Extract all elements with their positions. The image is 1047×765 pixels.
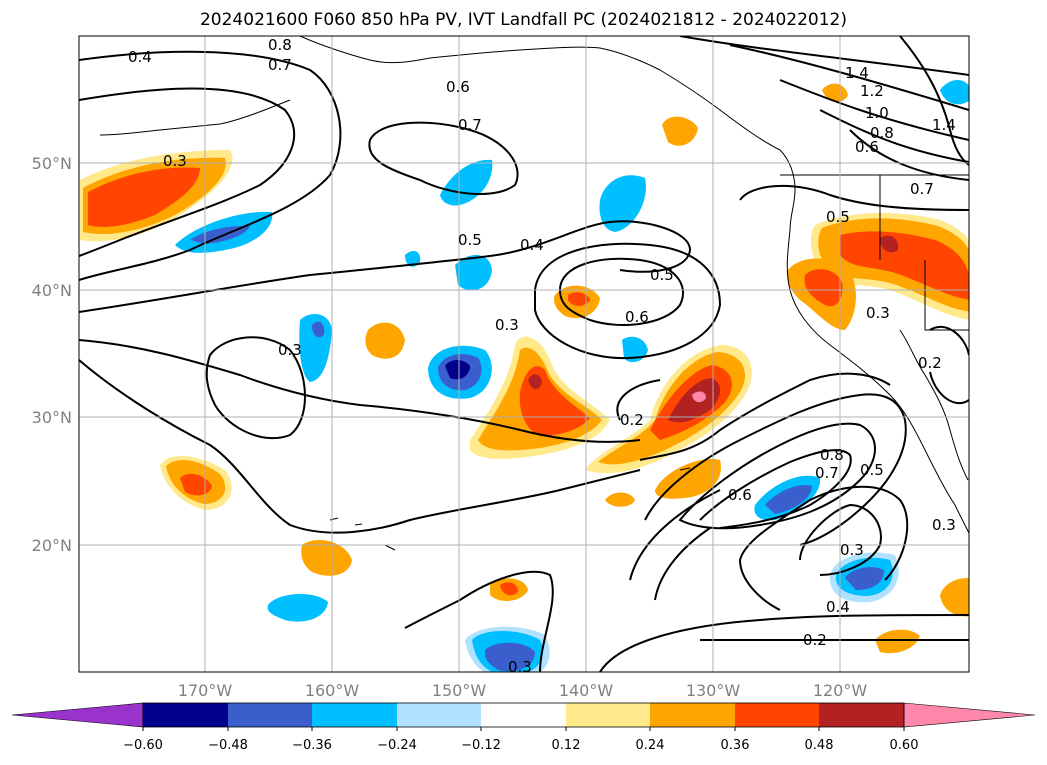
- lon-label-130w: 130°W: [686, 681, 741, 700]
- contour-label: 0.5: [458, 231, 482, 249]
- colorbar-tick: 0.60: [890, 738, 919, 753]
- ivt-contours: [79, 36, 969, 672]
- contour-label: 0.8: [820, 446, 844, 464]
- contour-labels: 0.4 0.8 0.7 0.6 0.7 0.3 0.5 0.4 0.5 0.6 …: [128, 36, 956, 676]
- colorbar-tick: −0.24: [377, 738, 417, 753]
- lat-label-20n: 20°N: [32, 536, 72, 555]
- map-border: [78, 35, 970, 673]
- longitude-labels: 170°W 160°W 150°W 140°W 130°W 120°W: [178, 681, 868, 700]
- coastlines: [99, 36, 969, 551]
- contour-label: 0.6: [855, 138, 879, 156]
- map-title: 2024021600 F060 850 hPa PV, IVT Landfall…: [199, 10, 847, 30]
- colorbar: −0.60 −0.48 −0.36 −0.24 −0.12 0.12 0.24 …: [11, 702, 1036, 753]
- contour-label: 1.0: [865, 104, 889, 122]
- grid-lines: [79, 36, 969, 672]
- contour-label: 0.5: [826, 208, 850, 226]
- lon-label-140w: 140°W: [559, 681, 614, 700]
- lat-label-50n: 50°N: [32, 154, 72, 173]
- colorbar-tick: −0.60: [123, 738, 163, 753]
- colorbar-bin: [481, 703, 566, 727]
- contour-label: 0.7: [268, 56, 292, 74]
- contour-label: 0.3: [508, 658, 532, 676]
- lon-label-120w: 120°W: [813, 681, 868, 700]
- contour-label: 0.2: [620, 411, 644, 429]
- contour-label: 0.2: [918, 354, 942, 372]
- contour-label: 0.3: [866, 304, 890, 322]
- colorbar-bin: [735, 703, 819, 727]
- colorbar-tick: 0.24: [636, 738, 665, 753]
- colorbar-bin: [650, 703, 735, 727]
- lon-label-160w: 160°W: [305, 681, 360, 700]
- contour-label: 0.4: [826, 598, 850, 616]
- contour-label: 0.5: [650, 266, 674, 284]
- colorbar-extend-low: [11, 702, 144, 728]
- contour-label: 0.6: [625, 308, 649, 326]
- colorbar-extend-high: [903, 702, 1036, 728]
- colorbar-tick: 0.12: [552, 738, 581, 753]
- colorbar-bin: [566, 703, 650, 727]
- contour-label: 0.6: [446, 78, 470, 96]
- lon-label-170w: 170°W: [178, 681, 233, 700]
- colorbar-bin: [397, 703, 481, 727]
- contour-label: 0.3: [932, 516, 956, 534]
- colorbar-tick: −0.12: [461, 738, 501, 753]
- contour-label: 1.4: [932, 116, 956, 134]
- lon-label-150w: 150°W: [432, 681, 487, 700]
- contour-label: 0.2: [803, 631, 827, 649]
- contour-label: 0.5: [860, 461, 884, 479]
- contour-label: 0.8: [268, 36, 292, 54]
- contour-label: 0.6: [728, 486, 752, 504]
- contour-label: 0.7: [910, 180, 934, 198]
- colorbar-bin: [819, 703, 904, 727]
- lat-label-30n: 30°N: [32, 408, 72, 427]
- colorbar-bin: [312, 703, 397, 727]
- contour-label: 0.3: [163, 152, 187, 170]
- lat-label-40n: 40°N: [32, 281, 72, 300]
- contour-label: 0.4: [128, 48, 152, 66]
- colorbar-bin: [228, 703, 312, 727]
- contour-label: 0.4: [520, 236, 544, 254]
- colorbar-tick: 0.48: [805, 738, 834, 753]
- contour-label: 1.2: [860, 82, 884, 100]
- contour-label: 0.3: [278, 341, 302, 359]
- contour-label: 0.7: [458, 116, 482, 134]
- pv-shading: [80, 80, 969, 672]
- contour-label: 0.3: [495, 316, 519, 334]
- colorbar-tick: 0.36: [721, 738, 750, 753]
- latitude-labels: 50°N 40°N 30°N 20°N: [32, 154, 72, 555]
- contour-label: 0.7: [815, 464, 839, 482]
- contour-label: 0.3: [840, 541, 864, 559]
- colorbar-tick: −0.36: [292, 738, 332, 753]
- colorbar-tick: −0.48: [208, 738, 248, 753]
- contour-label: 0.8: [870, 124, 894, 142]
- colorbar-bin: [143, 703, 228, 727]
- contour-label: 1.4: [845, 64, 869, 82]
